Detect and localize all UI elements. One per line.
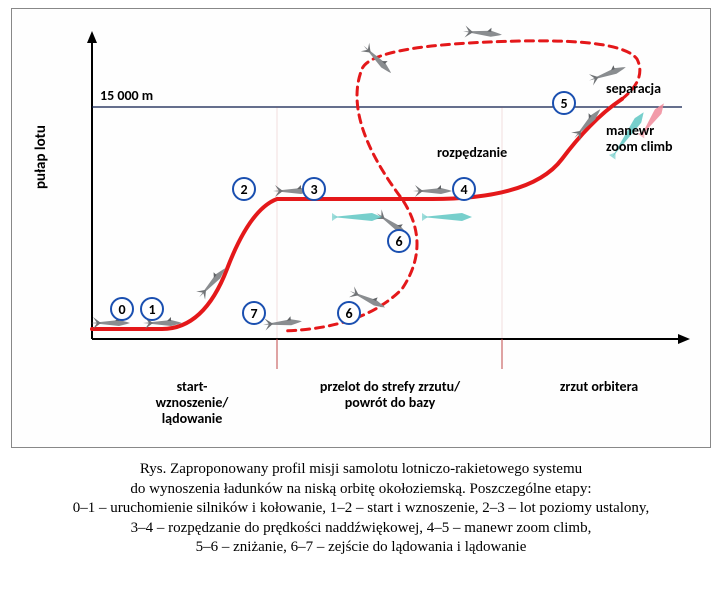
phase-node: 5 — [552, 91, 576, 115]
rocket-icon — [422, 207, 472, 226]
phase-node: 0 — [110, 297, 134, 321]
y-axis-label: pułap lotu — [32, 125, 50, 189]
phase-node: 3 — [302, 177, 326, 201]
figure-caption: Rys. Zaproponowany profil misji samolotu… — [11, 460, 711, 558]
phase-node: 6 — [387, 229, 411, 253]
inline-label: separacja — [606, 81, 661, 97]
phase-node: 2 — [232, 177, 256, 201]
phase-zone-label: zrzut orbitera — [514, 379, 684, 395]
caption-line: do wynoszenia ładunków na niską orbitę o… — [11, 480, 711, 500]
phase-node: 1 — [140, 297, 164, 321]
altitude-label: 15 000 m — [100, 87, 153, 104]
phase-node: 6 — [337, 301, 361, 325]
inline-label: rozpędzanie — [437, 145, 507, 161]
caption-line: 5–6 – zniżanie, 6–7 – zejście do lądowan… — [11, 538, 711, 558]
rocket-icon — [332, 207, 382, 226]
caption-line: 3–4 – rozpędzanie do prędkości naddźwięk… — [11, 519, 711, 539]
inline-label: manewr zoom climb — [606, 123, 673, 155]
phase-node: 4 — [452, 177, 476, 201]
phase-node: 7 — [242, 301, 266, 325]
phase-zone-label: przelot do strefy zrzutu/ powrót do bazy — [280, 379, 500, 411]
phase-zone-label: start- wznoszenie/ lądowanie — [122, 379, 262, 427]
chart-area: 15 000 m 01 2 3 4 5 6 6 7 separacja manewr zoom … — [82, 29, 692, 369]
phase-label-row: start- wznoszenie/ lądowanie przelot do s… — [82, 379, 692, 439]
caption-line: 0–1 – uruchomienie silników i kołowanie,… — [11, 499, 711, 519]
aircraft-icon — [411, 184, 453, 198]
figure-frame: pułap lotu 15 000 m 01 2 3 4 5 6 6 7 — [11, 8, 711, 448]
caption-line: Rys. Zaproponowany profil misji samolotu… — [11, 460, 711, 480]
